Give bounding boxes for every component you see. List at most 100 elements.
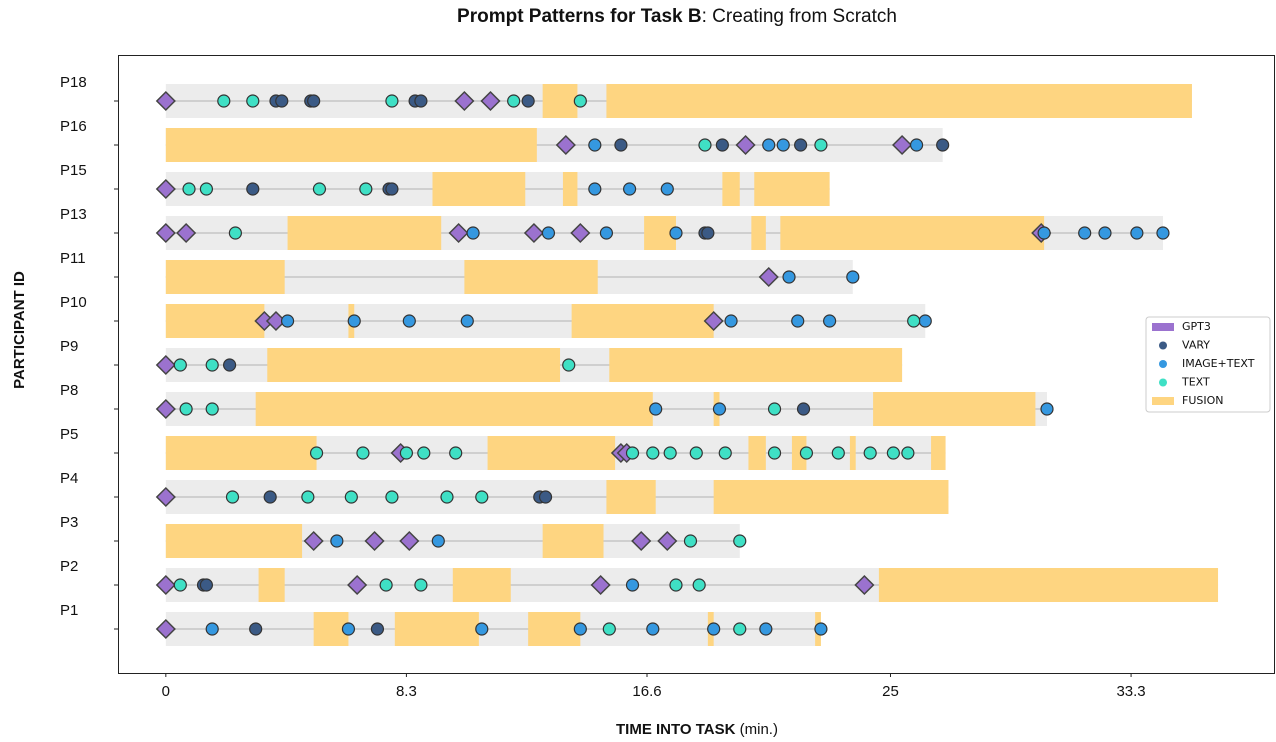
event-marker [791,314,805,328]
event-marker [907,314,921,328]
event-marker [466,226,480,240]
event-marker [1156,226,1170,240]
gpt3-marker [657,530,678,552]
event-marker [414,94,428,108]
gpt3-marker [155,574,176,596]
gpt3-marker [364,530,385,552]
event-marker [646,446,660,460]
event-marker [309,446,324,460]
event-marker [663,446,677,460]
fusion-interval [562,172,578,206]
legend-label: VARY [1182,339,1210,352]
legend-label: TEXT [1181,376,1210,389]
event-marker [1130,226,1144,240]
event-marker [507,94,521,108]
event-marker [173,578,187,592]
event-marker [356,446,370,460]
fusion-interval [165,304,265,338]
event-marker [475,622,489,636]
fusion-interval [258,568,285,602]
event-marker [562,358,576,372]
event-marker [301,490,315,504]
gpt3-marker [570,222,591,244]
event-marker [733,622,747,636]
gpt3-marker [399,530,420,552]
gpt3-marker [854,574,875,596]
fusion-interval [713,480,949,514]
event-marker [698,138,712,152]
event-marker [573,94,587,108]
title-main: Prompt Patterns for Task B [457,6,702,27]
event-marker [263,490,277,504]
gpt3-marker [631,530,652,552]
event-marker [782,270,796,284]
fusion-interval [931,436,946,470]
event-marker [246,182,260,196]
title-sub: : Creating from Scratch [702,6,897,27]
gpt3-marker [155,354,176,376]
legend-label: FUSION [1182,394,1224,407]
fusion-interval [432,172,526,206]
event-marker [712,402,727,416]
event-marker [799,446,814,460]
event-marker [399,446,414,460]
fusion-interval [571,304,714,338]
gpt3-marker [703,310,724,332]
event-marker [692,578,706,592]
event-marker [475,490,489,504]
fusion-interval [878,568,1219,602]
event-marker [918,314,932,328]
event-marker [886,446,900,460]
event-marker [431,534,445,548]
event-marker [846,270,860,284]
fusion-interval [394,612,479,646]
legend-swatch [1159,360,1167,368]
y-tick-label: P13 [60,206,87,223]
event-marker [222,358,237,372]
fusion-interval [748,436,766,470]
gpt3-marker [555,134,576,156]
event-marker [701,226,715,240]
event-marker [796,402,811,416]
fusion-interval [165,524,303,558]
event-marker [573,622,587,636]
event-marker [359,182,373,196]
event-marker [249,622,263,636]
event-marker [776,138,790,152]
event-marker [217,94,231,108]
x-tick-label: 33.3 [1116,683,1145,700]
gpt3-marker [735,134,756,156]
event-marker [625,578,640,592]
gpt3-marker [155,486,176,508]
event-marker [759,622,773,636]
y-tick-label: P11 [60,250,86,267]
y-tick-label: P15 [60,162,87,179]
x-axis-label: TIME INTO TASK (min.) [616,721,778,738]
event-marker [794,138,808,152]
event-marker [205,358,219,372]
event-marker [689,446,703,460]
y-tick-label: P16 [60,118,87,135]
fusion-interval [255,392,653,426]
y-tick-label: P1 [60,602,78,619]
x-tick-label: 25 [882,683,899,700]
fusion-interval [542,84,578,118]
event-marker [538,490,553,504]
y-tick-label: P10 [60,294,87,311]
gpt3-marker [155,222,176,244]
event-marker [831,446,845,460]
event-marker [402,314,416,328]
event-marker [228,226,242,240]
event-marker [199,182,214,196]
event-marker [414,578,428,592]
gpt3-marker [176,222,197,244]
fusion-interval [609,348,903,382]
event-marker [385,94,399,108]
event-marker [460,314,474,328]
chart-title: Prompt Patterns for Task B: Creating fro… [457,6,897,27]
event-marker [901,446,915,460]
event-marker [909,138,924,152]
event-marker [718,446,732,460]
fusion-interval [754,172,830,206]
